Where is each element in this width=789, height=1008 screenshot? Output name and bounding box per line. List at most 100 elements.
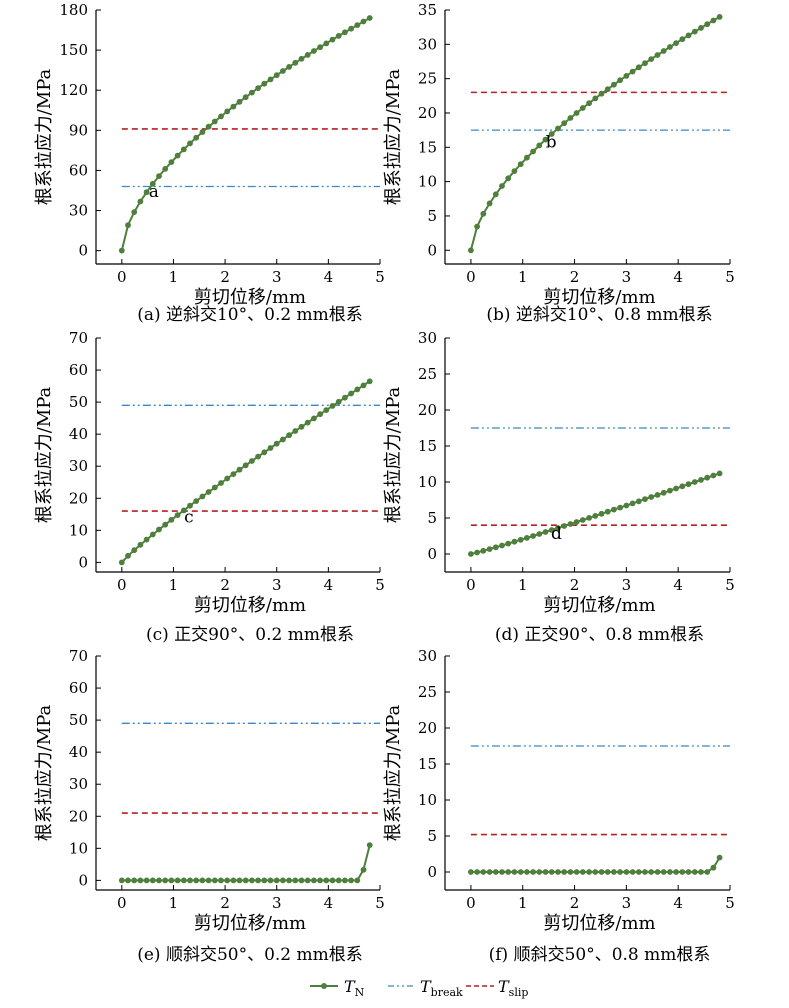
tn-point xyxy=(542,869,549,875)
tn-point xyxy=(598,510,605,517)
tn-point xyxy=(348,877,354,884)
tn-point xyxy=(354,386,361,393)
tn-point xyxy=(280,68,286,74)
tn-point xyxy=(561,523,568,529)
tn-point xyxy=(242,877,249,884)
tn-point xyxy=(249,89,255,96)
tn-point xyxy=(486,869,493,875)
panel-c: 0 10 20 30 40 50 60 70 0 1 2 3 4 5 剪切位移/mm 根系拉应力/MPa c (c… xyxy=(34,329,385,645)
tn-point xyxy=(648,56,655,62)
tn-point xyxy=(273,72,280,79)
tn-point xyxy=(211,484,218,491)
panel-b: 0 5 10 15 20 25 30 35 0 1 2 3 4 5 剪切位移/mm 根系拉应力/MPa b (b)… xyxy=(383,1,735,325)
tn-point xyxy=(199,493,206,500)
tn-point xyxy=(536,142,543,149)
tn-point xyxy=(218,113,224,120)
x-tick-label: 0 xyxy=(117,268,127,286)
tn-point xyxy=(555,869,561,875)
x-tick-label: 3 xyxy=(272,576,282,594)
tn-point xyxy=(517,536,524,543)
y-tick-label: 120 xyxy=(59,81,88,99)
tn-point xyxy=(354,877,361,884)
tn-point xyxy=(698,869,704,875)
tn-point xyxy=(143,877,150,884)
tn-point xyxy=(143,536,150,543)
tn-point xyxy=(524,154,530,161)
legend-marker xyxy=(321,983,327,989)
tn-point xyxy=(366,378,373,385)
tn-point xyxy=(125,877,131,884)
legend-label: Tbreak xyxy=(420,977,463,999)
tn-point xyxy=(311,48,317,54)
tn-point xyxy=(162,877,169,884)
tn-point xyxy=(555,525,561,531)
tn-point xyxy=(548,131,555,137)
tn-point xyxy=(280,877,286,884)
y-tick-label: 0 xyxy=(78,871,88,889)
x-tick-label: 1 xyxy=(169,576,179,594)
y-tick-label: 50 xyxy=(69,711,88,729)
tn-point xyxy=(261,449,268,456)
tn-point xyxy=(486,200,493,207)
y-tick-label: 30 xyxy=(418,329,437,347)
legend-symbol: T xyxy=(498,977,510,996)
tn-point xyxy=(131,877,138,884)
tn-point xyxy=(267,76,274,83)
x-tick-label: 1 xyxy=(169,894,179,912)
tn-point xyxy=(236,466,243,473)
tn-point xyxy=(635,64,642,71)
tn-point xyxy=(685,32,692,39)
y-tick-label: 15 xyxy=(418,755,437,773)
y-tick-label: 5 xyxy=(427,509,437,527)
tn-point xyxy=(224,877,231,884)
y-tick-label: 40 xyxy=(69,743,88,761)
tn-point xyxy=(604,508,611,515)
tn-point xyxy=(249,877,255,884)
tn-point xyxy=(604,86,611,93)
tn-point xyxy=(317,877,323,884)
tn-point xyxy=(360,866,367,873)
tn-point xyxy=(586,515,592,521)
x-tick-label: 4 xyxy=(324,268,334,286)
tn-point xyxy=(667,487,673,494)
tn-point xyxy=(617,504,623,511)
y-tick-label: 30 xyxy=(418,35,437,53)
tn-point xyxy=(530,869,536,875)
tn-point xyxy=(286,877,292,884)
tn-point xyxy=(261,80,268,87)
tn-point xyxy=(698,477,704,483)
tn-point xyxy=(286,432,292,439)
tn-point xyxy=(335,33,342,39)
x-axis-label: 剪切位移/mm xyxy=(543,595,655,616)
tn-point xyxy=(205,489,212,495)
tn-point xyxy=(505,869,512,875)
x-tick-label: 0 xyxy=(466,894,476,912)
x-axis-label: 剪切位移/mm xyxy=(543,287,655,308)
tn-point xyxy=(187,140,193,147)
tn-point xyxy=(492,869,499,875)
legend-item-slip: Tslip xyxy=(466,977,528,999)
tn-point xyxy=(360,382,367,389)
tn-point xyxy=(542,136,549,143)
tn-point xyxy=(131,547,138,554)
tn-point xyxy=(366,15,373,21)
panel-f: 0 5 10 15 20 25 30 0 1 2 3 4 5 剪切位移/mm 根系拉应力/MPa (f) 顺斜… xyxy=(383,647,735,965)
tn-point xyxy=(174,877,181,884)
tn-point xyxy=(156,173,162,180)
tn-point xyxy=(716,14,723,20)
tn-point xyxy=(230,877,237,884)
tn-point xyxy=(137,198,144,205)
tn-point xyxy=(298,877,305,884)
y-tick-label: 10 xyxy=(418,173,437,191)
y-tick-label: 10 xyxy=(69,839,88,857)
y-tick-label: 180 xyxy=(59,1,88,19)
tn-point xyxy=(474,549,480,556)
y-tick-label: 20 xyxy=(418,401,437,419)
tn-point xyxy=(292,877,299,884)
tn-point xyxy=(536,869,543,875)
x-tick-label: 5 xyxy=(725,268,735,286)
tn-point xyxy=(236,98,243,105)
tn-point xyxy=(224,475,231,482)
tn-point xyxy=(648,494,655,500)
tn-point xyxy=(611,869,617,875)
